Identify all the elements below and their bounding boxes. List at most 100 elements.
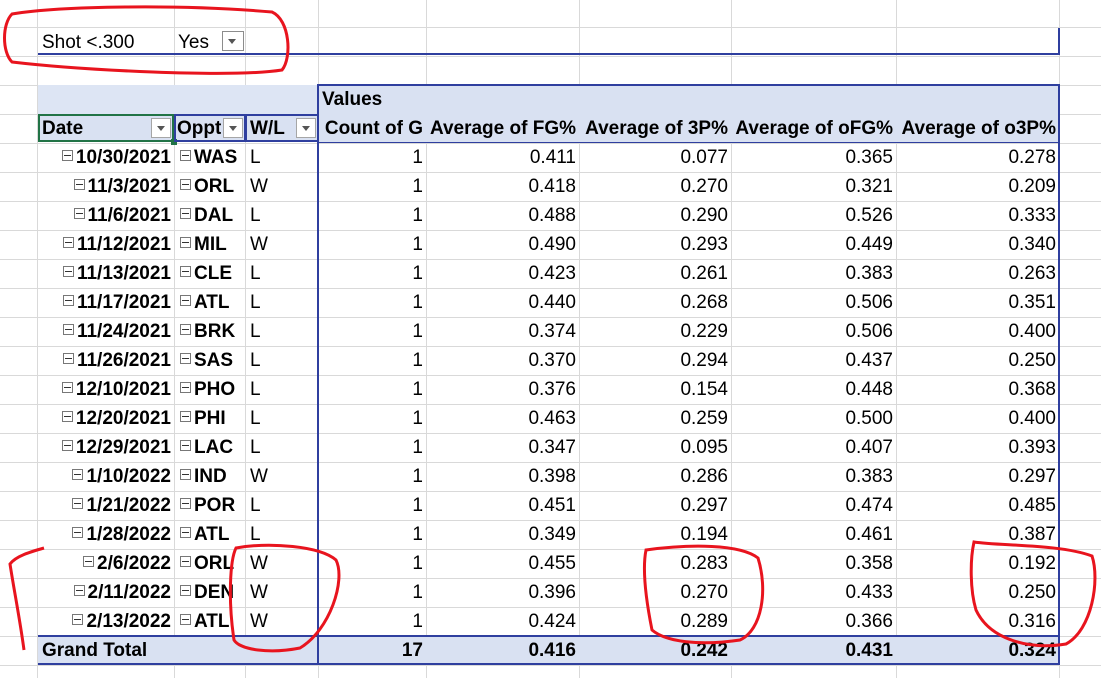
date-cell[interactable]: 11/6/2021: [38, 201, 174, 230]
collapse-icon[interactable]: [180, 382, 191, 394]
collapse-icon[interactable]: [61, 150, 73, 162]
filter-icon[interactable]: [222, 31, 244, 51]
date-cell[interactable]: 2/11/2022: [38, 578, 174, 607]
oppt-cell[interactable]: BRK: [180, 317, 244, 346]
oppt-cell[interactable]: CLE: [180, 259, 244, 288]
collapse-icon[interactable]: [180, 556, 191, 568]
value-cell-ofg: 0.500: [845, 408, 893, 429]
date-cell[interactable]: 1/10/2022: [38, 462, 174, 491]
oppt-cell[interactable]: ATL: [180, 288, 244, 317]
date-cell[interactable]: 11/24/2021: [38, 317, 174, 346]
value-cell-ofg: 0.437: [845, 350, 893, 371]
oppt-cell[interactable]: SAS: [180, 346, 244, 375]
date-cell[interactable]: 1/28/2022: [38, 520, 174, 549]
collapse-icon[interactable]: [62, 266, 74, 278]
collapse-icon[interactable]: [180, 585, 191, 597]
collapse-icon[interactable]: [72, 469, 84, 481]
collapse-icon[interactable]: [61, 382, 73, 394]
collapse-icon[interactable]: [61, 411, 73, 423]
gridline-horizontal: [0, 549, 1101, 550]
date-cell[interactable]: 12/20/2021: [38, 404, 174, 433]
wl-filter-dropdown[interactable]: [296, 118, 316, 138]
collapse-icon[interactable]: [180, 324, 191, 336]
wl-cell: L: [250, 524, 261, 545]
date-cell[interactable]: 11/3/2021: [38, 172, 174, 201]
grand-total-3p: 0.242: [680, 640, 728, 661]
collapse-icon[interactable]: [62, 295, 74, 307]
collapse-icon[interactable]: [72, 498, 84, 510]
date-cell[interactable]: 11/13/2021: [38, 259, 174, 288]
collapse-icon[interactable]: [180, 498, 191, 510]
oppt-cell[interactable]: POR: [180, 491, 244, 520]
date-cell[interactable]: 12/29/2021: [38, 433, 174, 462]
value-cell-tp: 0.293: [680, 234, 728, 255]
oppt-cell[interactable]: ATL: [180, 520, 244, 549]
oppt-cell[interactable]: DEN: [180, 578, 244, 607]
oppt-cell[interactable]: ORL: [180, 549, 244, 578]
date-cell[interactable]: 11/12/2021: [38, 230, 174, 259]
filter-underline: [38, 53, 1060, 55]
value-cell-otp: 0.250: [1008, 350, 1056, 371]
oppt-cell[interactable]: ORL: [180, 172, 244, 201]
fill-handle[interactable]: [171, 139, 177, 145]
value-cell-fg: 0.396: [528, 582, 576, 603]
collapse-icon[interactable]: [180, 411, 191, 423]
date-filter-dropdown[interactable]: [151, 118, 171, 138]
collapse-icon[interactable]: [62, 237, 74, 249]
collapse-icon[interactable]: [180, 295, 191, 307]
date-cell[interactable]: 11/26/2021: [38, 346, 174, 375]
collapse-icon[interactable]: [180, 237, 191, 249]
value-cell-ofg: 0.474: [845, 495, 893, 516]
gridline-horizontal: [0, 56, 1101, 57]
collapse-icon[interactable]: [62, 324, 74, 336]
date-cell[interactable]: 10/30/2021: [38, 143, 174, 172]
value-cell-tp: 0.154: [680, 379, 728, 400]
date-cell[interactable]: 1/21/2022: [38, 491, 174, 520]
grand-total-ofg: 0.431: [845, 640, 893, 661]
oppt-cell[interactable]: MIL: [180, 230, 244, 259]
oppt-value: ORL: [194, 553, 235, 574]
oppt-cell[interactable]: ATL: [180, 607, 244, 636]
wl-cell: L: [250, 408, 261, 429]
collapse-icon[interactable]: [62, 353, 74, 365]
collapse-icon[interactable]: [180, 527, 191, 539]
gridline-horizontal: [0, 288, 1101, 289]
collapse-icon[interactable]: [72, 527, 84, 539]
oppt-filter-dropdown[interactable]: [223, 118, 243, 138]
collapse-icon[interactable]: [180, 150, 191, 162]
oppt-cell[interactable]: LAC: [180, 433, 244, 462]
date-value: 2/11/2022: [87, 582, 171, 603]
oppt-value: ATL: [194, 611, 230, 632]
gridline-vertical: [731, 0, 732, 678]
date-value: 12/10/2021: [75, 379, 171, 400]
collapse-icon[interactable]: [180, 266, 191, 278]
collapse-icon[interactable]: [73, 179, 85, 191]
oppt-cell[interactable]: WAS: [180, 143, 244, 172]
value-cell-otp: 0.297: [1008, 466, 1056, 487]
value-cell-otp: 0.368: [1008, 379, 1056, 400]
gridline-horizontal: [0, 520, 1101, 521]
date-cell[interactable]: 12/10/2021: [38, 375, 174, 404]
collapse-icon[interactable]: [83, 556, 95, 568]
collapse-icon[interactable]: [72, 614, 84, 626]
collapse-icon[interactable]: [180, 469, 191, 481]
value-cell-count: 1: [412, 263, 423, 284]
collapse-icon[interactable]: [180, 179, 191, 191]
date-cell[interactable]: 2/6/2022: [38, 549, 174, 578]
oppt-cell[interactable]: DAL: [180, 201, 244, 230]
collapse-icon[interactable]: [73, 585, 85, 597]
collapse-icon[interactable]: [180, 614, 191, 626]
gridline-horizontal: [0, 578, 1101, 579]
oppt-cell[interactable]: PHO: [180, 375, 244, 404]
date-cell[interactable]: 11/17/2021: [38, 288, 174, 317]
oppt-cell[interactable]: PHI: [180, 404, 244, 433]
collapse-icon[interactable]: [180, 440, 191, 452]
oppt-cell[interactable]: IND: [180, 462, 244, 491]
collapse-icon[interactable]: [180, 353, 191, 365]
wl-cell: W: [250, 582, 268, 603]
value-cell-tp: 0.229: [680, 321, 728, 342]
collapse-icon[interactable]: [180, 208, 191, 220]
collapse-icon[interactable]: [61, 440, 73, 452]
collapse-icon[interactable]: [73, 208, 85, 220]
date-cell[interactable]: 2/13/2022: [38, 607, 174, 636]
